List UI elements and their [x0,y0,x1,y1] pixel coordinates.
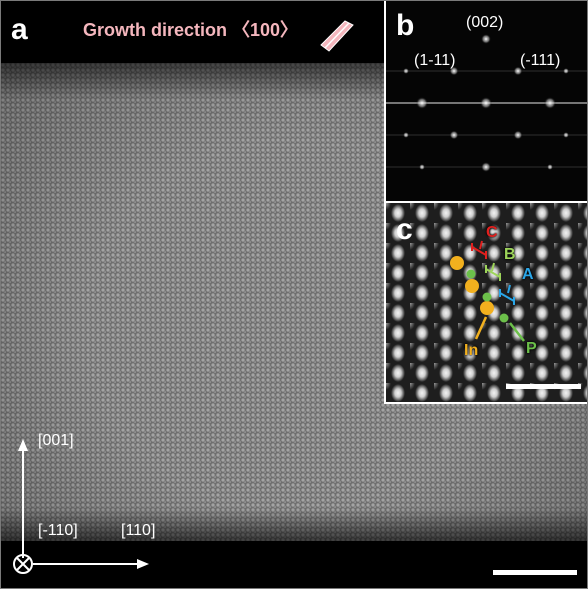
axis-001-label: [001] [38,432,74,449]
diffraction-spot [563,132,569,138]
diffraction-spot [481,162,491,172]
fft-index-002: (002) [466,14,504,31]
site-a-marker [499,284,515,305]
site-c-label: C [486,224,498,241]
diffraction-spot [513,130,523,140]
scale-bar-a [493,570,577,575]
indium-leader [474,316,488,340]
panel-b-fft: b (002) (1-11) (-111) [384,1,587,203]
diffraction-spot [481,34,491,44]
growth-direction-label: Growth direction 〈100〉 [83,20,299,40]
diffraction-spot [403,132,409,138]
diffraction-spot [480,97,492,109]
diffraction-spot [563,68,569,74]
site-b-label: B [504,246,516,263]
phosphorus-atom [482,292,492,302]
crystal-axes [13,439,149,574]
phosphorus-leader [509,322,525,342]
site-b-marker [485,262,501,281]
fft-pattern [386,34,587,172]
diffraction-spot [449,130,459,140]
phosphorus-atom [466,269,476,279]
panel-c-label: c [396,213,413,246]
indium-label: In [464,342,479,359]
phosphorus-label: P [526,340,537,357]
phosphorus-atom [499,313,509,323]
indium-atom [480,301,494,315]
panel-a-label: a [11,13,28,46]
indium-atom [465,279,479,293]
diffraction-spot [419,164,425,170]
fft-index-neg111: (-111) [520,52,561,69]
scale-bar-c [506,384,581,389]
panel-b-label: b [396,9,415,42]
diffraction-spot [403,68,409,74]
axis-110-label: [110] [121,522,156,539]
diffraction-spot [547,164,553,170]
site-c-marker [471,240,487,259]
site-a-label: A [522,266,534,283]
nanowire-icon [320,20,354,52]
axis-neg110-label: [-110] [38,522,78,539]
panel-c-atomic-model: c C B A In P [384,203,587,404]
stacking-overlay [450,240,525,342]
diffraction-spot [449,66,459,76]
diffraction-spot [513,66,523,76]
indium-atom [450,256,464,270]
fft-index-1-11: (1-11) [414,52,456,69]
diffraction-spot [416,97,428,109]
diffraction-spot [544,97,556,109]
